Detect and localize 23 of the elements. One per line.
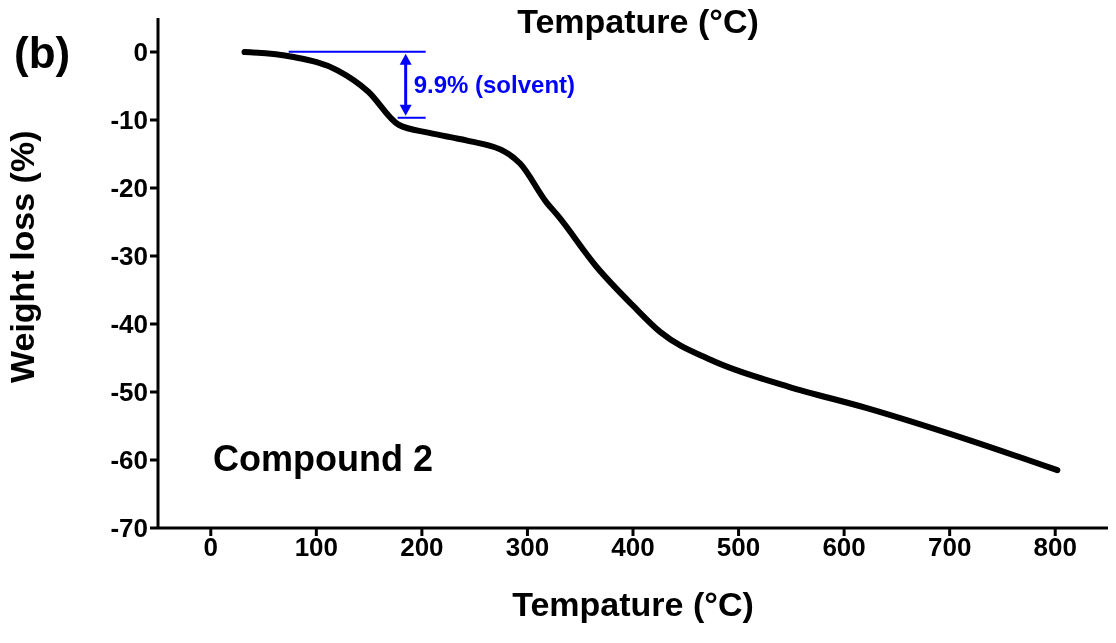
x-tick-label: 200	[400, 532, 444, 563]
y-tick-label: -60	[110, 445, 148, 476]
x-axis-title: Tempature (°C)	[512, 585, 754, 623]
y-axis-title: Weight loss (%)	[3, 130, 42, 383]
x-tick-label: 600	[822, 532, 866, 563]
x-tick-label: 800	[1033, 532, 1077, 563]
y-tick-label: -70	[110, 513, 148, 544]
y-tick-label: 0	[133, 37, 148, 68]
y-tick-label: -50	[110, 377, 148, 408]
annotation: 9.9% (solvent)	[413, 70, 576, 98]
text: (b)	[14, 28, 71, 78]
x-tick-label: 300	[505, 532, 550, 563]
y-tick-label: -30	[110, 241, 148, 272]
x-tick-label: 0	[203, 532, 219, 563]
y-tick-label: -20	[110, 173, 148, 204]
x-tick-label: 100	[294, 532, 339, 563]
y-tick-label: -40	[110, 309, 148, 340]
annotation: Compound 2	[213, 438, 433, 480]
x-tick-label: 400	[611, 532, 655, 563]
x-tick-label: 700	[927, 532, 972, 563]
chart-title: Tempature (°C)	[517, 2, 759, 40]
x-tick-label: 500	[716, 532, 761, 563]
y-tick-label: -10	[110, 105, 148, 136]
